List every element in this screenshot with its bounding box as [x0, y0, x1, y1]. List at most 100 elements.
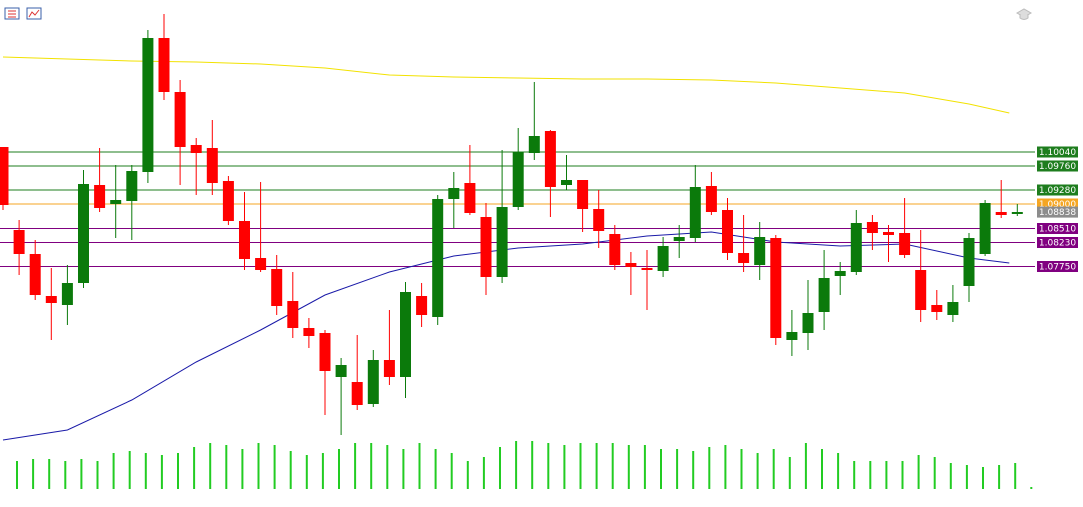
level-label: 1.08230 — [1039, 239, 1076, 249]
candle-body — [850, 223, 862, 272]
candle-body — [126, 171, 138, 201]
volume-bar — [917, 455, 920, 489]
volume-bar — [515, 441, 518, 489]
volume-bar — [48, 459, 51, 489]
candle-body — [239, 221, 250, 259]
candle-body — [1011, 212, 1023, 214]
volume-bar — [450, 453, 453, 489]
volume-bar — [563, 445, 566, 489]
volume-bar — [853, 461, 856, 489]
candle-body — [222, 181, 234, 221]
volume-bar — [321, 453, 324, 489]
volume-bar — [273, 445, 276, 489]
volume-bar — [965, 465, 968, 489]
volume-bar — [418, 443, 421, 489]
volume-bar — [676, 449, 679, 489]
candle-body — [78, 184, 89, 283]
candle-body — [416, 296, 428, 315]
volume-bar — [885, 461, 888, 489]
candle-body — [834, 271, 846, 276]
candle-body — [625, 263, 637, 267]
volume-bar — [32, 459, 35, 489]
volume-bar — [402, 449, 405, 489]
volume-bar — [386, 445, 389, 489]
volume-bar — [257, 443, 260, 489]
candle-body — [722, 210, 733, 253]
candle-body — [931, 305, 943, 312]
volume-bar — [160, 455, 163, 489]
volume-bar — [547, 443, 550, 489]
volume-bar — [740, 449, 743, 489]
volume-bar — [643, 445, 646, 489]
candle-body — [883, 232, 894, 235]
volume-bar — [772, 449, 775, 489]
volume-bar — [1014, 463, 1017, 489]
candle-body — [303, 328, 315, 336]
candle-body — [528, 136, 540, 153]
candle-body — [786, 332, 798, 340]
candle-body — [13, 230, 25, 254]
level-label-bg — [1037, 206, 1078, 218]
volume-bar — [949, 463, 952, 489]
candle-body — [496, 207, 508, 277]
candle-body — [802, 313, 814, 333]
level-label-bg — [1037, 261, 1078, 272]
candle-body — [561, 180, 572, 185]
candle-body — [979, 203, 991, 254]
candle-body — [641, 268, 653, 270]
candle-body — [287, 301, 299, 328]
volume-bar — [869, 461, 872, 489]
volume-bar — [788, 457, 791, 489]
volume-bar — [289, 451, 292, 489]
candle-body — [593, 209, 605, 231]
volume-bar — [499, 447, 501, 489]
volume-bar — [305, 455, 308, 489]
candle-body — [995, 212, 1007, 215]
candle-body — [61, 283, 73, 305]
level-label-bg — [1037, 146, 1078, 158]
candle-body — [0, 147, 9, 205]
volume-bar — [338, 449, 340, 489]
volume-bar — [144, 453, 147, 489]
candle-body — [45, 296, 57, 303]
candle-body — [335, 365, 347, 377]
candle-body — [464, 183, 476, 213]
volume-bar — [982, 467, 984, 489]
candle-body — [432, 199, 444, 317]
candle-body — [673, 237, 685, 241]
volume-bar — [354, 443, 357, 489]
volume-bar — [16, 461, 18, 489]
candle-body — [480, 217, 492, 277]
candle-body — [754, 237, 766, 265]
candle-body — [351, 382, 363, 405]
candle-body — [770, 238, 782, 338]
candle-body — [689, 187, 701, 238]
candle-body — [319, 333, 331, 371]
volume-bar — [531, 441, 534, 489]
level-label-bg — [1037, 223, 1078, 234]
volume-bar — [482, 457, 485, 489]
volume-bar — [193, 447, 196, 489]
candle-body — [29, 254, 41, 295]
volume-bar — [64, 461, 67, 489]
candle-body — [705, 186, 717, 212]
level-label-bg — [1037, 160, 1078, 172]
volume-bar — [837, 453, 840, 489]
volume-bar — [177, 453, 179, 489]
volume-bar — [611, 443, 614, 489]
volume-bar — [692, 451, 695, 489]
volume-bar — [708, 447, 711, 489]
level-label: 1.08510 — [1039, 225, 1076, 235]
candle-body — [383, 360, 395, 377]
candle-body — [818, 278, 830, 312]
volume-bar — [466, 461, 469, 489]
volume-bar — [225, 445, 228, 489]
candle-body — [915, 270, 927, 310]
candle-body — [609, 234, 621, 265]
candle-body — [657, 246, 669, 271]
moving-average — [2, 56, 1010, 114]
volume-bar — [1030, 487, 1033, 489]
candle-body — [866, 222, 878, 233]
volume-bar — [756, 453, 759, 489]
